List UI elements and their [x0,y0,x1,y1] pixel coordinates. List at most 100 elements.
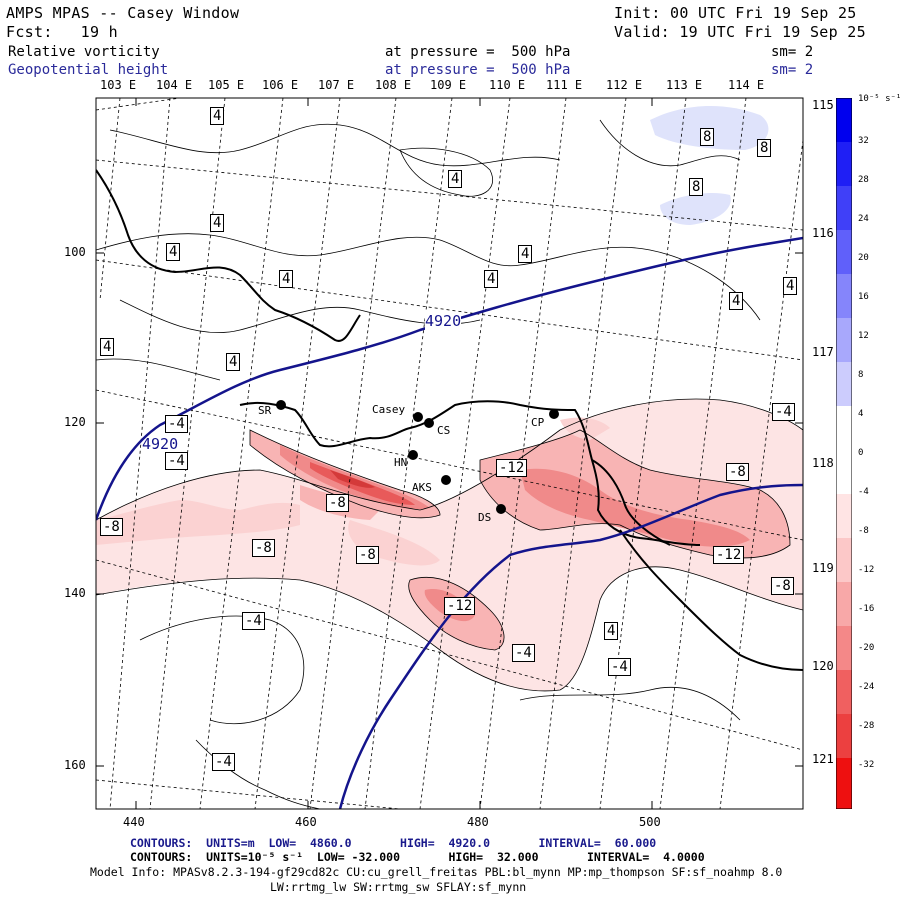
colorbar-label: -32 [858,760,875,770]
contour-label-positive: 4 [279,270,294,288]
footer-vorticity-contours: CONTOURS: UNITS=10⁻⁵ s⁻¹ LOW= -32.000 HI… [130,850,705,864]
station-label-ds: DS [478,511,492,524]
field1-level: at pressure = 500 hPa [385,44,571,60]
contour-label-negative: -8 [252,539,275,557]
contour-label-positive: 4 [604,622,619,640]
field2-level: at pressure = 500 hPa [385,62,571,78]
contour-label-positive: 4 [210,107,225,125]
lon-label-top: 108 E [375,78,412,92]
valid-time: Valid: 19 UTC Fri 19 Sep 25 [614,23,866,41]
lon-label-top: 104 E [156,78,193,92]
field2-smoothing: sm= 2 [771,62,814,78]
field1-name: Relative vorticity [8,44,160,60]
contour-label-negative: -8 [356,546,379,564]
y-tick-label: 120 [64,415,86,429]
height-contours [96,236,803,809]
colorbar-label: 24 [858,214,869,224]
lon-label-top: 105 E [208,78,245,92]
contour-label-positive: 4 [166,243,181,261]
station-markers [276,400,559,514]
colorbar-label: -20 [858,643,875,653]
negative-vorticity-shading [96,399,803,691]
colorbar-label: 8 [858,370,864,380]
contour-label-positive: 4 [518,245,533,263]
field2-name: Geopotential height [8,62,169,78]
station-marker-hn [408,450,418,460]
colorbar [836,98,852,809]
colorbar-label: 28 [858,175,869,185]
positive-vorticity-shading [650,105,769,225]
station-marker-aks [441,475,451,485]
colorbar-label: 12 [858,331,869,341]
x-tick-label: 500 [639,815,661,829]
station-label-cs: CS [437,424,451,437]
contour-label-negative: -4 [512,644,535,662]
station-marker-cs [424,418,434,428]
colorbar-label: 20 [858,253,869,263]
lon-label-top: 111 E [546,78,583,92]
colorbar-label: -16 [858,604,875,614]
colorbar-label: 4 [858,409,864,419]
contour-label-negative: -4 [165,452,188,470]
plot-frame [95,97,804,810]
footer-height-contours: CONTOURS: UNITS=m LOW= 4860.0 HIGH= 4920… [130,836,657,850]
contour-label-negative: -8 [326,494,349,512]
station-marker-sr [276,400,286,410]
station-label-aks: AKS [412,481,432,494]
contour-label-negative: -12 [713,546,745,564]
contour-label-negative: -4 [212,753,235,771]
colorbar-label: 16 [858,292,869,302]
colorbar-label: -28 [858,721,875,731]
colorbar-label: -12 [858,565,875,575]
colorbar-label: 32 [858,136,869,146]
station-marker-ds [496,504,506,514]
y-ticks [96,252,803,767]
lon-label-top: 109 E [430,78,467,92]
contour-label-negative: -12 [444,597,476,615]
contour-label-negative: -12 [496,459,528,477]
station-label-hn: HN [394,456,408,469]
contour-label-negative: -4 [608,658,631,676]
forecast-hour: Fcst: 19 h [6,23,118,41]
lon-label-top: 106 E [262,78,299,92]
footer-model-info: Model Info: MPASv8.2.3-194-gf29cd82c CU:… [90,865,783,879]
x-tick-label: 440 [123,815,145,829]
x-ticks [135,98,653,809]
colorbar-label: 0 [858,448,864,458]
height-contour-label: 4920 [425,312,462,330]
field1-smoothing: sm= 2 [771,44,814,60]
contour-label-positive: 4 [448,170,463,188]
contour-label-positive: 4 [100,338,115,356]
station-label-sr: SR [258,404,272,417]
contour-label-positive: 8 [757,139,772,157]
colorbar-label: -4 [858,487,869,497]
contour-label-negative: -8 [100,518,123,536]
station-label-casey: Casey [372,403,406,416]
contour-label-negative: -4 [772,403,795,421]
colorbar-label: -8 [858,526,869,536]
x-tick-label: 460 [295,815,317,829]
lon-label-top: 107 E [318,78,355,92]
colorbar-label: -24 [858,682,875,692]
contour-label-positive: 4 [484,270,499,288]
colorbar-unit: 10⁻⁵ s⁻¹ [858,94,900,104]
station-marker-cp [549,409,559,419]
contour-label-positive: 4 [783,277,798,295]
station-label-cp: CP [531,416,545,429]
contour-label-positive: 4 [729,292,744,310]
contour-label-negative: -8 [726,463,749,481]
contour-label-positive: 4 [210,214,225,232]
lon-label-top: 110 E [489,78,526,92]
lon-label-top: 114 E [728,78,765,92]
y-tick-label: 140 [64,586,86,600]
lon-label-top: 113 E [666,78,703,92]
y-tick-label: 100 [64,245,86,259]
x-tick-label: 480 [467,815,489,829]
contour-label-negative: -4 [165,415,188,433]
contour-label-negative: -8 [771,577,794,595]
contour-label-positive: 4 [226,353,241,371]
plot-title: AMPS MPAS -- Casey Window [6,4,240,22]
coastline [96,169,803,671]
contour-label-positive: 8 [689,178,704,196]
